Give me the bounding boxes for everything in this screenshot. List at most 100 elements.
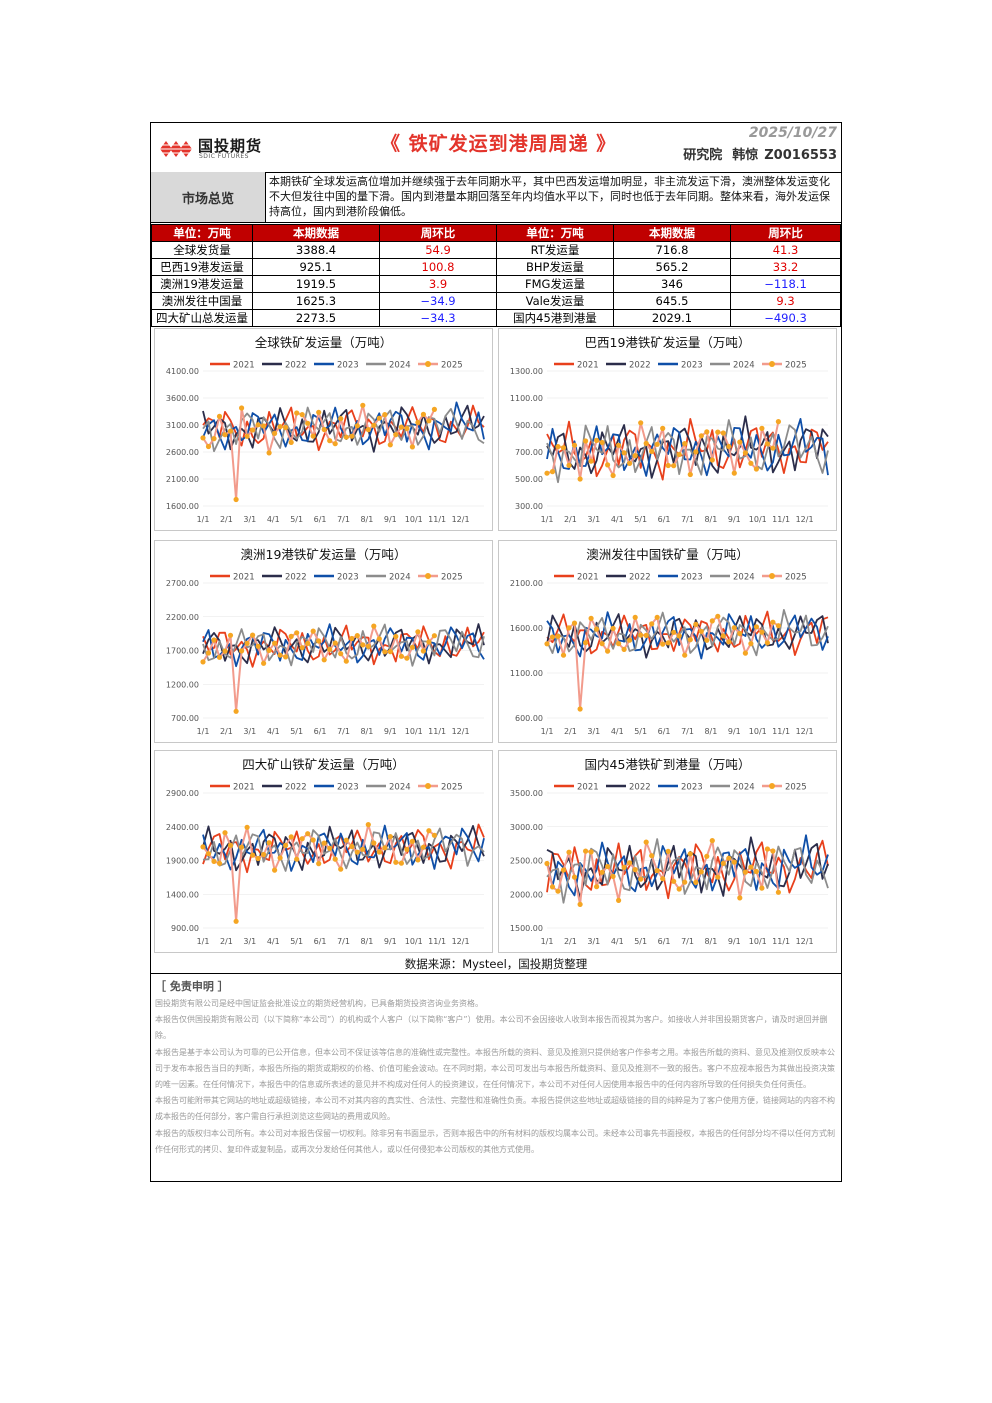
data-point-2025 — [354, 423, 360, 429]
data-point-2025 — [426, 828, 432, 834]
metric-name: 巴西19港发运量 — [151, 258, 253, 276]
x-tick-label: 5/1 — [290, 937, 303, 946]
data-point-2025 — [660, 425, 666, 431]
data-point-2025 — [599, 439, 605, 446]
legend-label: 2023 — [337, 783, 359, 793]
legend-label: 2022 — [629, 573, 651, 583]
y-tick-label: 3100.00 — [166, 421, 199, 430]
data-point-2025 — [205, 650, 212, 656]
stats-header-row: 单位：万吨 本期数据 周环比 单位：万吨 本期数据 周环比 — [151, 224, 841, 242]
y-tick-label: 1100.00 — [510, 669, 543, 678]
x-tick-label: 1/1 — [541, 515, 554, 524]
data-point-2025 — [205, 443, 212, 450]
metric-change: 3.9 — [379, 275, 497, 293]
data-point-2025 — [599, 641, 605, 647]
data-point-2025 — [566, 849, 572, 855]
data-point-2025 — [571, 442, 578, 448]
x-tick-label: 4/1 — [611, 727, 624, 736]
metric-name: 四大矿山总发运量 — [151, 309, 253, 327]
data-source: 数据来源：Mysteel，国投期货整理 — [404, 957, 588, 971]
disclaimer-body: 国投期货有限公司是经中国证监会批准设立的期货经营机构，已具备期货投资咨询业务资格… — [155, 996, 835, 1158]
data-point-2025 — [704, 637, 710, 643]
data-point-2025 — [294, 630, 300, 636]
y-tick-label: 1100.00 — [510, 394, 543, 403]
data-point-2025 — [310, 628, 316, 634]
x-tick-label: 1/1 — [197, 727, 210, 736]
data-point-2025 — [643, 632, 649, 638]
data-point-2025 — [211, 637, 217, 643]
data-point-2025 — [332, 441, 338, 447]
data-point-2025 — [715, 429, 721, 435]
data-point-2025 — [354, 849, 360, 855]
data-point-2025 — [205, 851, 212, 857]
analyst-license: Z0016553 — [764, 148, 837, 163]
data-point-2025 — [748, 641, 754, 647]
legend-label: 2022 — [285, 361, 307, 371]
data-point-2025 — [266, 450, 272, 456]
data-point-2025 — [698, 628, 704, 634]
y-tick-label: 600.00 — [515, 714, 543, 723]
x-tick-label: 7/1 — [681, 515, 694, 524]
x-tick-label: 3/1 — [243, 515, 256, 524]
data-point-2025 — [764, 846, 770, 852]
data-point-2025 — [266, 647, 272, 653]
data-point-2025 — [420, 648, 426, 654]
legend-label: 2025 — [441, 783, 463, 793]
author-line: 研究院 韩惊 Z0016553 — [673, 144, 837, 163]
data-point-2025 — [583, 848, 589, 854]
y-tick-label: 1200.00 — [166, 680, 199, 689]
disclaimer-paragraph: 国投期货有限公司是经中国证监会批准设立的期货经营机构，已具备期货投资咨询业务资格… — [155, 999, 483, 1008]
data-point-2025 — [371, 840, 377, 846]
data-point-2025 — [376, 636, 382, 642]
header-value-left: 本期数据 — [252, 224, 380, 242]
legend-label: 2021 — [577, 783, 599, 793]
data-point-2025 — [338, 866, 344, 872]
data-point-2025 — [720, 633, 726, 639]
data-point-2025 — [682, 652, 688, 658]
data-point-2025 — [649, 448, 655, 454]
data-point-2025 — [676, 886, 682, 892]
x-tick-label: 9/1 — [384, 937, 397, 946]
data-point-2025 — [305, 420, 311, 426]
data-point-2025 — [632, 867, 638, 873]
data-point-2025 — [566, 625, 572, 631]
data-point-2025 — [632, 453, 638, 459]
data-point-2025 — [671, 878, 677, 884]
data-point-2025 — [665, 640, 671, 646]
legend-marker — [425, 783, 431, 789]
overview-label: 市场总览 — [151, 172, 266, 222]
metric-value: 1919.5 — [252, 275, 380, 293]
x-tick-label: 6/1 — [658, 515, 671, 524]
data-point-2025 — [305, 831, 311, 837]
data-point-2025 — [753, 624, 759, 630]
data-point-2025 — [583, 438, 589, 444]
x-tick-label: 1/1 — [541, 937, 554, 946]
data-point-2025 — [720, 430, 726, 436]
x-tick-label: 1/1 — [197, 515, 210, 524]
data-point-2025 — [409, 644, 415, 650]
data-point-2025 — [255, 855, 261, 862]
data-point-2025 — [764, 441, 770, 447]
x-tick-label: 7/1 — [337, 937, 350, 946]
data-point-2025 — [393, 432, 399, 438]
logo-name-cn: 国投期货 — [198, 137, 263, 155]
metric-name: 国内45港到港量 — [496, 309, 614, 327]
legend-label: 2023 — [681, 573, 703, 583]
data-point-2025 — [222, 648, 228, 654]
legend-marker — [769, 783, 775, 789]
x-tick-label: 7/1 — [337, 515, 350, 524]
data-point-2025 — [544, 860, 550, 867]
data-point-2025 — [288, 633, 294, 639]
x-tick-label: 11/1 — [772, 515, 790, 524]
data-point-2025 — [294, 856, 300, 862]
y-tick-label: 1700.00 — [166, 647, 199, 656]
data-point-2025 — [616, 442, 622, 448]
data-point-2025 — [376, 849, 382, 855]
data-point-2025 — [431, 633, 437, 639]
data-point-2025 — [431, 406, 437, 412]
series-line-2024 — [546, 609, 829, 657]
chart-title: 巴西19港铁矿发运量（万吨） — [585, 335, 751, 350]
report-title: 《 铁矿发运到港周周递 》 — [381, 133, 617, 155]
data-point-2025 — [742, 650, 748, 656]
data-point-2025 — [654, 614, 660, 620]
